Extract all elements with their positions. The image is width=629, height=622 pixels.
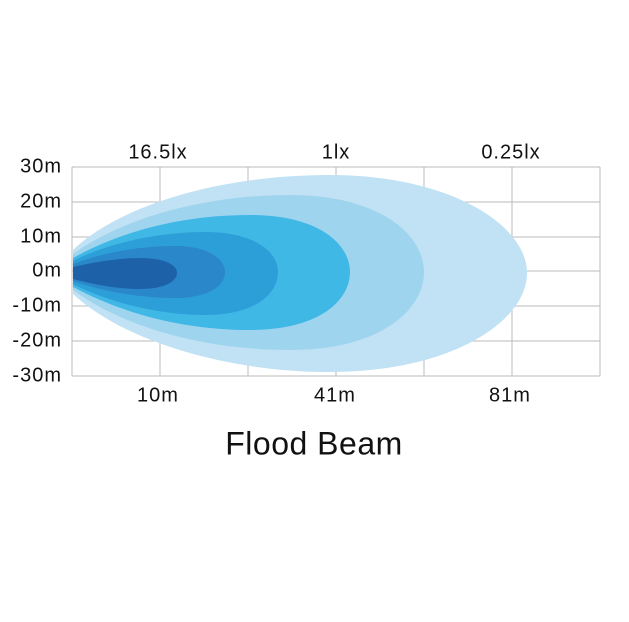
x-label: 10m	[137, 384, 179, 406]
title: Flood Beam	[225, 425, 403, 461]
x-label: 81m	[489, 384, 531, 406]
illuminance-label: 16.5lx	[128, 141, 187, 163]
illuminance-label: 0.25lx	[481, 141, 540, 163]
y-label: 0m	[32, 259, 62, 281]
y-label: 20m	[20, 190, 62, 212]
y-label: -20m	[12, 329, 62, 351]
y-label: 30m	[20, 155, 62, 177]
x-label: 41m	[314, 384, 356, 406]
y-label: -30m	[12, 364, 62, 386]
y-label: -10m	[12, 294, 62, 316]
beam	[73, 175, 527, 372]
illuminance-label: 1lx	[322, 141, 351, 163]
beam-zone	[73, 258, 177, 289]
y-label: 10m	[20, 225, 62, 247]
